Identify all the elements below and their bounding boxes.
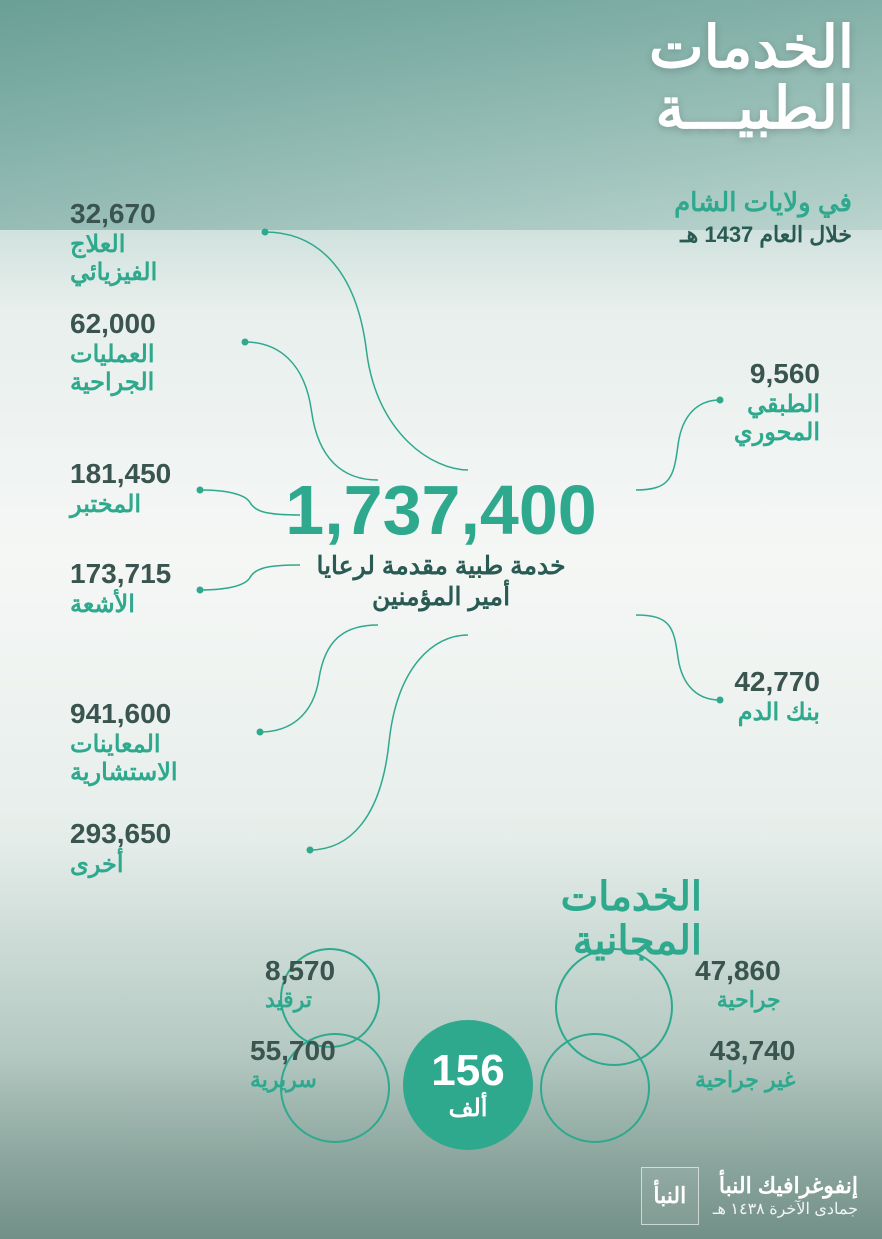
page-subtitle-line2: خلال العام 1437 هـ [674,220,852,250]
page-title-line2: الطبيـــة [649,79,854,140]
central-total-value: 1,737,400 [285,475,596,545]
free-stat-value: 55,700 [250,1035,336,1067]
free-stat-1: 43,740غير جراحية [695,1035,795,1093]
free-stat-label: سريرية [250,1067,336,1093]
central-caption-line1: خدمة طبية مقدمة لرعايا [285,551,596,582]
footer: إنفوغرافيك النبأ جمادى الآخرة ١٤٣٨ هـ ال… [641,1167,858,1225]
free-stat-value: 8,570 [265,955,335,987]
footer-title: إنفوغرافيك النبأ [713,1173,858,1199]
source-badge: النبأ [641,1167,699,1225]
branch-label: العلاجالفيزيائي [70,231,157,289]
free-total-value: 156 [431,1049,504,1093]
central-caption-line2: أمير المؤمنين [285,582,596,613]
free-stat-label: ترقيد [265,987,335,1013]
free-stat-value: 43,740 [695,1035,795,1067]
page-title-line1: الخدمات [649,18,854,79]
branch-value: 173,715 [70,557,171,591]
branch-value: 293,650 [70,817,171,851]
free-stat-0: 47,860جراحية [695,955,781,1013]
branch-label: المختبر [70,491,171,520]
footer-date: جمادى الآخرة ١٤٣٨ هـ [713,1199,858,1219]
branch-label: الطبقيالمحوري [734,391,820,449]
free-stat-label: غير جراحية [695,1067,795,1093]
free-stat-3: 55,700سريرية [250,1035,336,1093]
branch-left-4: 941,600المعايناتالاستشارية [70,697,178,788]
branch-left-3: 173,715الأشعة [70,557,171,619]
branch-value: 181,450 [70,457,171,491]
branch-label: بنك الدم [734,699,820,728]
branch-label: العملياتالجراحية [70,341,156,399]
free-title-line1: الخدمات [561,875,702,919]
central-total: 1,737,400 خدمة طبية مقدمة لرعايا أمير ال… [285,475,596,614]
free-total-unit: ألف [449,1097,488,1121]
branch-left-1: 62,000العملياتالجراحية [70,307,156,398]
branch-right-1: 42,770بنك الدم [734,665,820,727]
branch-value: 62,000 [70,307,156,341]
branch-left-5: 293,650أخرى [70,817,171,879]
free-stat-2: 8,570ترقيد [265,955,335,1013]
branch-left-0: 32,670العلاجالفيزيائي [70,197,157,288]
central-total-caption: خدمة طبية مقدمة لرعايا أمير المؤمنين [285,551,596,614]
branch-right-0: 9,560الطبقيالمحوري [734,357,820,448]
free-ring-1 [540,1033,650,1143]
page-subtitle-line1: في ولايات الشام [674,185,852,220]
branch-left-2: 181,450المختبر [70,457,171,519]
free-stat-label: جراحية [695,987,781,1013]
branch-label: الأشعة [70,591,171,620]
branch-label: المعايناتالاستشارية [70,731,178,789]
page-title: الخدمات الطبيـــة [649,18,854,140]
free-stat-value: 47,860 [695,955,781,987]
branch-value: 32,670 [70,197,157,231]
branch-label: أخرى [70,851,171,880]
page-subtitle: في ولايات الشام خلال العام 1437 هـ [674,185,852,250]
free-services-total: 156 ألف [403,1020,533,1150]
branch-value: 941,600 [70,697,178,731]
branch-value: 42,770 [734,665,820,699]
branch-value: 9,560 [734,357,820,391]
